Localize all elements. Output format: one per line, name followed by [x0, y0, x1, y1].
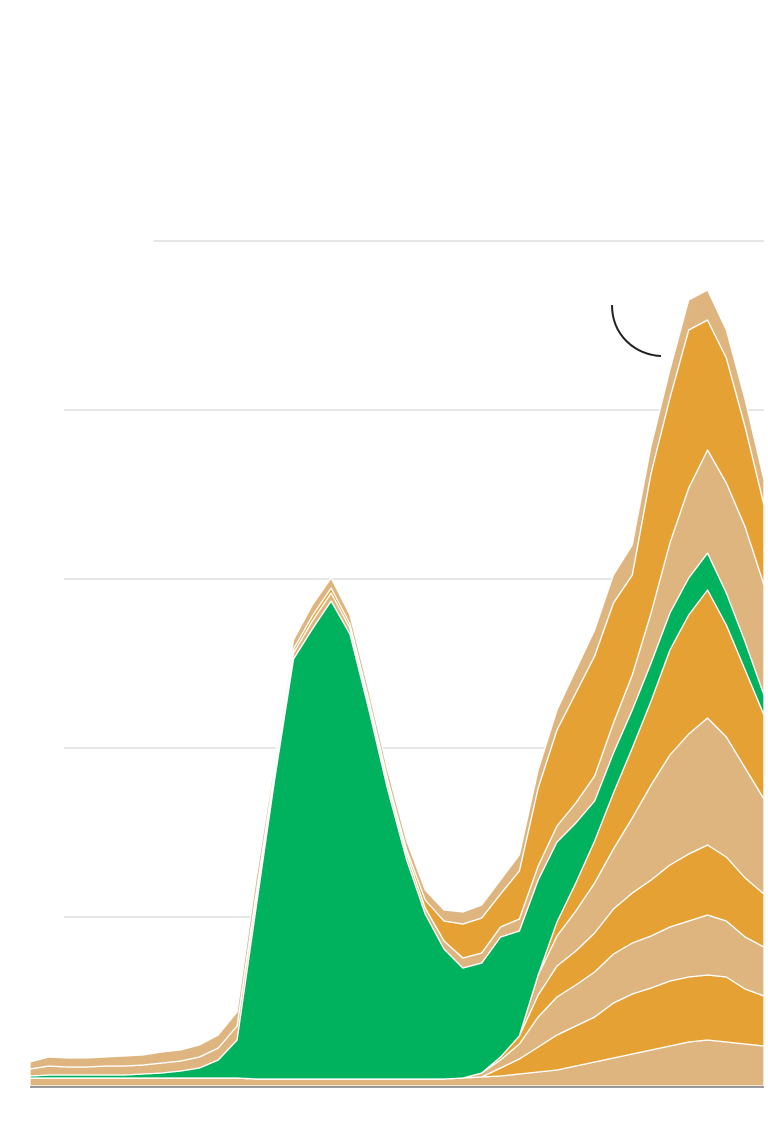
annotation-arc [611, 304, 662, 357]
area-series-10-tan [29, 289, 765, 1070]
area-series [29, 289, 765, 1087]
